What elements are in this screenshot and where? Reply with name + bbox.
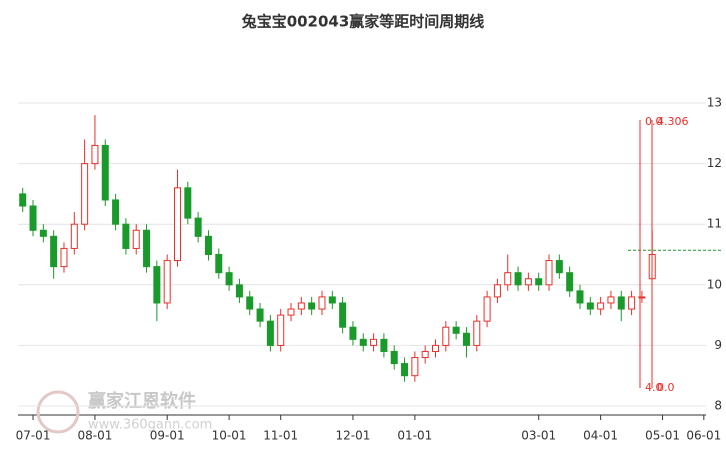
candle-body xyxy=(101,144,109,201)
x-tick-label: 10-01 xyxy=(212,429,247,443)
watermark-logo xyxy=(36,390,80,434)
x-tick-label: 11-01 xyxy=(263,429,298,443)
x-tick-label: 07-01 xyxy=(16,429,51,443)
candle-body xyxy=(328,296,336,304)
candle-body xyxy=(60,247,68,268)
candle-body xyxy=(442,326,450,346)
candle-body xyxy=(493,284,501,298)
candle-body xyxy=(194,217,202,237)
y-tick-label: 12 xyxy=(707,156,722,170)
candle-body xyxy=(277,314,285,346)
candle-body xyxy=(132,229,140,249)
candle-body xyxy=(514,272,522,286)
candle-body xyxy=(70,223,78,249)
candle-body xyxy=(421,350,429,359)
y-tick-label: 10 xyxy=(707,277,722,291)
candle-body xyxy=(617,296,625,310)
candle-body xyxy=(349,326,357,340)
candle-body xyxy=(401,363,409,377)
candle-body xyxy=(462,332,470,346)
candle-body xyxy=(153,266,161,304)
candle-body xyxy=(184,187,192,219)
candle-body xyxy=(81,163,89,225)
watermark-url: www.360gann.com xyxy=(88,418,212,433)
x-tick-label: 08-01 xyxy=(78,429,113,443)
y-tick-label: 13 xyxy=(707,96,722,110)
candle-body xyxy=(483,296,491,322)
candle-body xyxy=(638,296,646,299)
candle-body xyxy=(39,229,47,237)
candle-body xyxy=(287,308,295,316)
candle-body xyxy=(597,302,605,310)
candle-body xyxy=(308,302,316,310)
candle-body xyxy=(473,320,481,346)
candle-body xyxy=(297,302,305,310)
candle-body xyxy=(380,338,388,352)
candle-body xyxy=(91,144,99,165)
candle-body xyxy=(524,278,532,286)
candle-body xyxy=(174,187,181,262)
candle-body xyxy=(370,338,378,346)
candle-body xyxy=(555,260,563,274)
candle-body xyxy=(566,272,574,292)
candle-body xyxy=(143,229,151,268)
y-tick-label: 8 xyxy=(714,399,722,413)
y-tick-label: 9 xyxy=(714,338,722,352)
x-tick-label: 04-01 xyxy=(583,429,618,443)
candle-body xyxy=(318,296,326,310)
candle-body xyxy=(504,272,512,286)
cycle-bottom-label: 4.0 xyxy=(645,381,663,394)
y-tick-label: 11 xyxy=(707,217,722,231)
cycle-bottom-label: 0.0 xyxy=(657,381,675,394)
candle-body xyxy=(452,326,460,334)
candle-body xyxy=(432,344,439,352)
candle-body xyxy=(50,235,58,268)
chart-title: 兔宝宝002043赢家等距时间周期线 xyxy=(241,13,485,31)
candle-body xyxy=(215,254,223,274)
x-tick-label: 06-01 xyxy=(686,429,721,443)
x-tick-label: 09-01 xyxy=(150,429,185,443)
x-tick-label: 01-01 xyxy=(397,429,432,443)
candle-body xyxy=(411,357,419,377)
x-tick-label: 03-01 xyxy=(521,429,556,443)
candle-body xyxy=(163,260,171,304)
candle-body xyxy=(19,193,27,207)
candle-body xyxy=(29,205,37,231)
candle-body xyxy=(339,302,347,328)
candle-body xyxy=(204,235,212,256)
candle-body xyxy=(256,308,264,322)
candle-body xyxy=(246,296,254,310)
candle-body xyxy=(545,260,553,286)
cycle-top-label: 0.0 xyxy=(645,115,663,128)
candle-body xyxy=(535,278,543,286)
cycle-top-label: 4.306 xyxy=(657,115,689,128)
candle-body xyxy=(359,338,367,346)
candle-body xyxy=(122,223,130,249)
candle-body xyxy=(235,284,243,298)
candle-body xyxy=(576,290,584,304)
candle-body xyxy=(586,302,594,310)
candle-body xyxy=(266,320,274,346)
candle-body xyxy=(390,350,398,365)
x-tick-label: 12-01 xyxy=(336,429,371,443)
candle-body xyxy=(628,296,636,310)
candle-body xyxy=(112,199,120,225)
candle-body xyxy=(607,296,615,304)
watermark-name: 赢家江恩软件 xyxy=(88,390,196,412)
x-tick-label: 05-01 xyxy=(645,429,680,443)
candle-body xyxy=(225,272,233,286)
